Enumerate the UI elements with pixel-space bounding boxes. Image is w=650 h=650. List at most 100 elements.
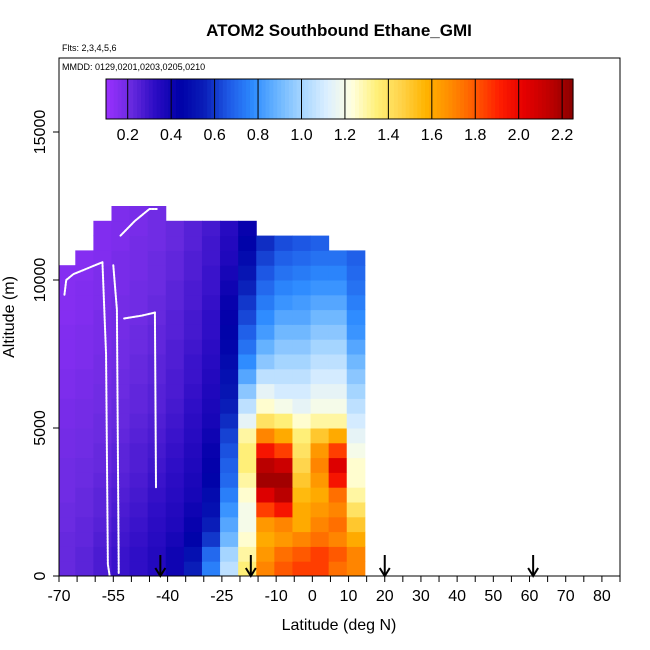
field-cell <box>238 339 257 355</box>
field-cell <box>328 265 348 281</box>
field-cell <box>346 354 366 370</box>
colorbar-segment <box>502 79 508 119</box>
field-cell <box>93 235 112 251</box>
field-cell <box>310 561 330 576</box>
field-cell <box>129 413 149 429</box>
field-cell <box>328 339 348 355</box>
field-cell <box>238 368 257 385</box>
colorbar-segment <box>222 79 228 119</box>
colorbar-segment <box>510 79 516 119</box>
colorbar-segment <box>214 79 220 119</box>
colorbar-segment <box>281 79 286 119</box>
colorbar-segment <box>569 79 574 119</box>
field-cell <box>310 368 330 385</box>
field-cell <box>147 339 167 355</box>
colorbar-segment <box>491 79 496 119</box>
colorbar-segment <box>148 79 154 119</box>
field-cell <box>256 516 275 533</box>
field-cell <box>183 413 203 429</box>
field-cell <box>328 442 348 459</box>
field-cell <box>147 220 167 237</box>
concentration-field <box>59 206 366 576</box>
x-tick-label: 30 <box>412 588 430 605</box>
field-cell <box>346 309 366 325</box>
field-cell <box>183 457 203 473</box>
field-cell <box>129 250 149 266</box>
field-cell <box>75 294 94 311</box>
field-cell <box>310 339 330 355</box>
field-cell <box>165 309 185 325</box>
colorbar-segment <box>467 79 473 119</box>
y-tick-label: 5000 <box>32 410 49 446</box>
field-cell <box>165 502 185 518</box>
field-cell <box>220 413 239 429</box>
colorbar-segment <box>133 79 138 119</box>
colorbar-tick-label: 1.4 <box>377 127 399 144</box>
field-cell <box>328 309 348 325</box>
colorbar-segment <box>109 79 115 119</box>
field-cell <box>111 235 131 251</box>
colorbar-segment <box>269 79 274 119</box>
field-cell <box>129 235 149 251</box>
field-cell <box>274 487 293 503</box>
field-cell <box>111 531 131 547</box>
field-cell <box>183 561 203 576</box>
field-cell <box>183 339 203 355</box>
field-cell <box>220 487 239 503</box>
colorbar-segment <box>292 79 298 119</box>
field-cell <box>310 457 330 473</box>
x-tick-label: -10 <box>265 588 288 605</box>
field-cell <box>201 428 221 444</box>
field-cell <box>75 516 94 533</box>
field-cell <box>328 487 348 503</box>
field-cell <box>75 428 94 444</box>
colorbar-segment <box>121 79 127 119</box>
field-cell <box>201 220 221 237</box>
field-cell <box>201 457 221 473</box>
field-cell <box>292 383 312 399</box>
field-cell <box>256 339 275 355</box>
field-cell <box>238 487 257 503</box>
x-tick-label: 50 <box>484 588 502 605</box>
x-tick-label: 10 <box>340 588 358 605</box>
field-cell <box>165 220 185 237</box>
field-cell <box>59 428 76 444</box>
colorbar-segment <box>300 79 306 119</box>
field-cell <box>147 280 167 296</box>
field-cell <box>201 250 221 266</box>
field-cell <box>201 294 221 311</box>
field-cell <box>75 265 94 281</box>
colorbar-tick-label: 1.2 <box>334 127 356 144</box>
field-cell <box>129 368 149 385</box>
field-cell <box>93 502 112 518</box>
field-cell <box>183 280 203 296</box>
field-cell <box>147 502 167 518</box>
field-cell <box>256 383 275 399</box>
field-cell <box>292 546 312 562</box>
field-cell <box>165 516 185 533</box>
field-cell <box>328 472 348 488</box>
field-cell <box>111 546 131 562</box>
field-cell <box>220 339 239 355</box>
field-cell <box>274 472 293 488</box>
field-cell <box>93 368 112 385</box>
field-cell <box>292 472 312 488</box>
colorbar-segment <box>191 79 197 119</box>
field-cell <box>256 546 275 562</box>
field-cell <box>93 220 112 237</box>
field-cell <box>292 368 312 385</box>
field-cell <box>75 442 94 459</box>
field-cell <box>220 428 239 444</box>
field-cell <box>328 428 348 444</box>
field-cell <box>129 398 149 414</box>
field-cell <box>165 294 185 311</box>
field-cell <box>292 531 312 547</box>
field-cell <box>328 294 348 311</box>
field-cell <box>59 280 76 296</box>
field-cell <box>75 546 94 562</box>
field-cell <box>220 561 239 576</box>
field-cell <box>165 428 185 444</box>
field-cell <box>93 413 112 429</box>
field-cell <box>59 354 76 370</box>
colorbar-segment <box>421 79 426 119</box>
